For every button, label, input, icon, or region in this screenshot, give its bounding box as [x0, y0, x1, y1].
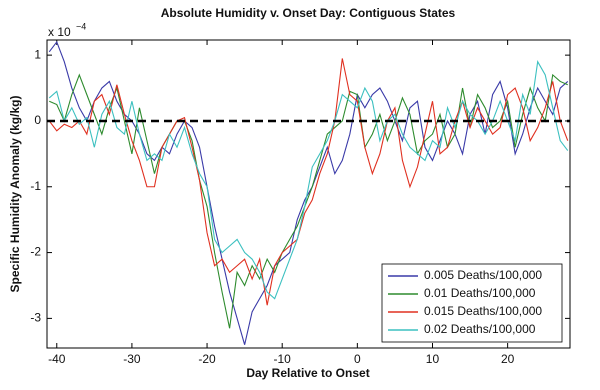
legend-label: 0.02 Deaths/100,000 [424, 322, 536, 336]
x-axis-label: Day Relative to Onset [246, 366, 369, 380]
y-tick-label: -1 [30, 179, 41, 193]
y-tick-label: -3 [30, 311, 41, 325]
y-tick-label: 1 [34, 47, 41, 61]
y-tick-label: 0 [34, 113, 41, 127]
x-tick-label: -30 [123, 352, 141, 366]
x-tick-label: -10 [274, 352, 292, 366]
legend-label: 0.01 Deaths/100,000 [424, 286, 536, 300]
series-line [48, 58, 569, 306]
y-tick-label: -2 [30, 245, 41, 259]
x-tick-label: -20 [198, 352, 216, 366]
series-line [49, 73, 568, 329]
x-tick-label: 10 [426, 352, 440, 366]
series-line [48, 60, 569, 300]
plot-frame [46, 39, 571, 349]
y-axis-label: Specific Humidity Anomaly (kg/kg) [8, 96, 22, 293]
x-tick-label: 20 [501, 352, 515, 366]
legend-label: 0.015 Deaths/100,000 [424, 304, 542, 318]
x-tick-label: -40 [48, 352, 66, 366]
x-tick-label: 0 [354, 352, 361, 366]
legend-label: 0.005 Deaths/100,000 [424, 268, 542, 282]
chart-title: Absolute Humidity v. Onset Day: Contiguo… [161, 6, 456, 20]
legend-box [381, 263, 563, 343]
y-multiplier: x 10 [48, 25, 71, 39]
y-exponent: −4 [76, 21, 86, 31]
